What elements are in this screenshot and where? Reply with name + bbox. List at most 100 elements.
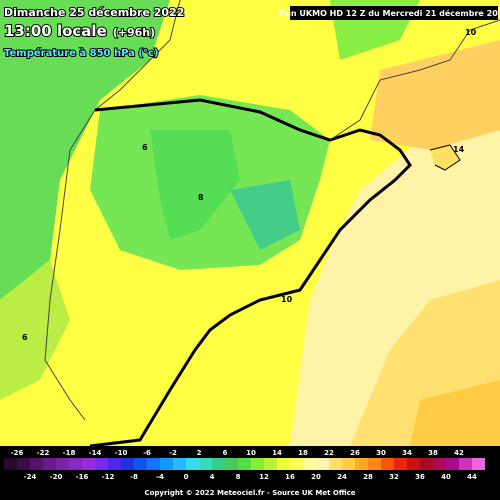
legend-label: 0	[184, 473, 189, 481]
cool-zone	[0, 0, 170, 300]
legend-label: 12	[259, 473, 269, 481]
legend-label: -20	[50, 473, 63, 481]
legend-cell	[134, 458, 147, 470]
legend-label: 26	[350, 449, 360, 457]
legend-label: 42	[454, 449, 464, 457]
legend-cell	[69, 458, 82, 470]
legend-cell	[238, 458, 251, 470]
legend-label: -26	[11, 449, 24, 457]
legend-label: 24	[337, 473, 347, 481]
time-text: 13:00 locale	[4, 22, 107, 40]
legend-cell	[329, 458, 342, 470]
legend-cell	[316, 458, 329, 470]
legend-label: -22	[37, 449, 50, 457]
legend-label: -8	[130, 473, 138, 481]
legend-cell	[459, 458, 472, 470]
cool-zone	[150, 130, 240, 240]
legend-cell	[420, 458, 433, 470]
legend-cell	[394, 458, 407, 470]
legend-cell	[472, 458, 485, 470]
legend-label: 18	[298, 449, 308, 457]
cool-zone	[0, 260, 70, 400]
legend-label: 30	[376, 449, 386, 457]
legend-cell	[381, 458, 394, 470]
legend-label: 8	[236, 473, 241, 481]
legend-cell	[43, 458, 56, 470]
legend-label: -4	[156, 473, 164, 481]
lead-text: (+96h)	[113, 26, 155, 39]
legend-cell	[56, 458, 69, 470]
legend-label: -10	[115, 449, 128, 457]
warm-zone	[410, 380, 500, 446]
date: Dimanche 25 décembre 2022	[4, 6, 184, 19]
legend-cell	[446, 458, 459, 470]
legend-label: 22	[324, 449, 334, 457]
legend-cell	[277, 458, 290, 470]
legend-cell	[108, 458, 121, 470]
legend-label: -2	[169, 449, 177, 457]
time: 13:00 locale (+96h)	[4, 22, 155, 40]
legend-label: 36	[415, 473, 425, 481]
legend-label: 2	[197, 449, 202, 457]
legend-label: 4	[210, 473, 215, 481]
legend-label: 40	[441, 473, 451, 481]
legend-cell	[342, 458, 355, 470]
legend-cell	[121, 458, 134, 470]
legend-label: 28	[363, 473, 373, 481]
legend-cell	[199, 458, 212, 470]
legend-label: 6	[223, 449, 228, 457]
legend-cell	[251, 458, 264, 470]
contour-label: 10	[281, 295, 293, 304]
copyright: Copyright © 2022 Meteociel.fr - Source U…	[144, 489, 355, 497]
cool-zone	[230, 180, 300, 250]
legend-label: 10	[246, 449, 256, 457]
legend-label: -6	[143, 449, 151, 457]
coastline	[89, 98, 412, 448]
warm-zone	[370, 40, 500, 150]
legend-cell	[147, 458, 160, 470]
legend-label: -24	[24, 473, 37, 481]
contour-label: 6	[22, 333, 28, 342]
contour-label: 10	[465, 28, 477, 37]
legend-cell	[212, 458, 225, 470]
legend-cell	[368, 458, 381, 470]
legend-cell	[95, 458, 108, 470]
legend-cell	[303, 458, 316, 470]
legend-label: -12	[102, 473, 115, 481]
legend-cell	[355, 458, 368, 470]
legend-label: 20	[311, 473, 321, 481]
legend-cell	[225, 458, 238, 470]
legend-cell	[82, 458, 95, 470]
legend-cell	[186, 458, 199, 470]
contour-label: 8	[198, 193, 204, 202]
legend-cell	[290, 458, 303, 470]
legend-background	[0, 446, 500, 500]
legend-label: 14	[272, 449, 282, 457]
legend-label: 34	[402, 449, 412, 457]
legend-label: -18	[63, 449, 76, 457]
legend-label: -16	[76, 473, 89, 481]
legend-cell	[17, 458, 30, 470]
legend-label: 32	[389, 473, 399, 481]
field: Température à 850 hPa (°c)	[4, 47, 158, 59]
legend-cell	[4, 458, 17, 470]
coastline	[44, 0, 181, 421]
legend-label: -14	[89, 449, 102, 457]
contour-label: 14	[453, 145, 465, 154]
legend-cell	[264, 458, 277, 470]
run: Run UKMO HD 12 Z du Mercredi 21 décembre…	[279, 8, 500, 18]
legend-label: 44	[467, 473, 477, 481]
legend-label: 38	[428, 449, 438, 457]
island	[429, 144, 461, 171]
legend-label: 16	[285, 473, 295, 481]
legend-cell	[30, 458, 43, 470]
legend-cell	[160, 458, 173, 470]
legend-cell	[433, 458, 446, 470]
legend-cell	[173, 458, 186, 470]
run-box	[290, 6, 498, 20]
legend-cell	[407, 458, 420, 470]
border	[329, 19, 500, 141]
contour-label: 6	[142, 143, 148, 152]
